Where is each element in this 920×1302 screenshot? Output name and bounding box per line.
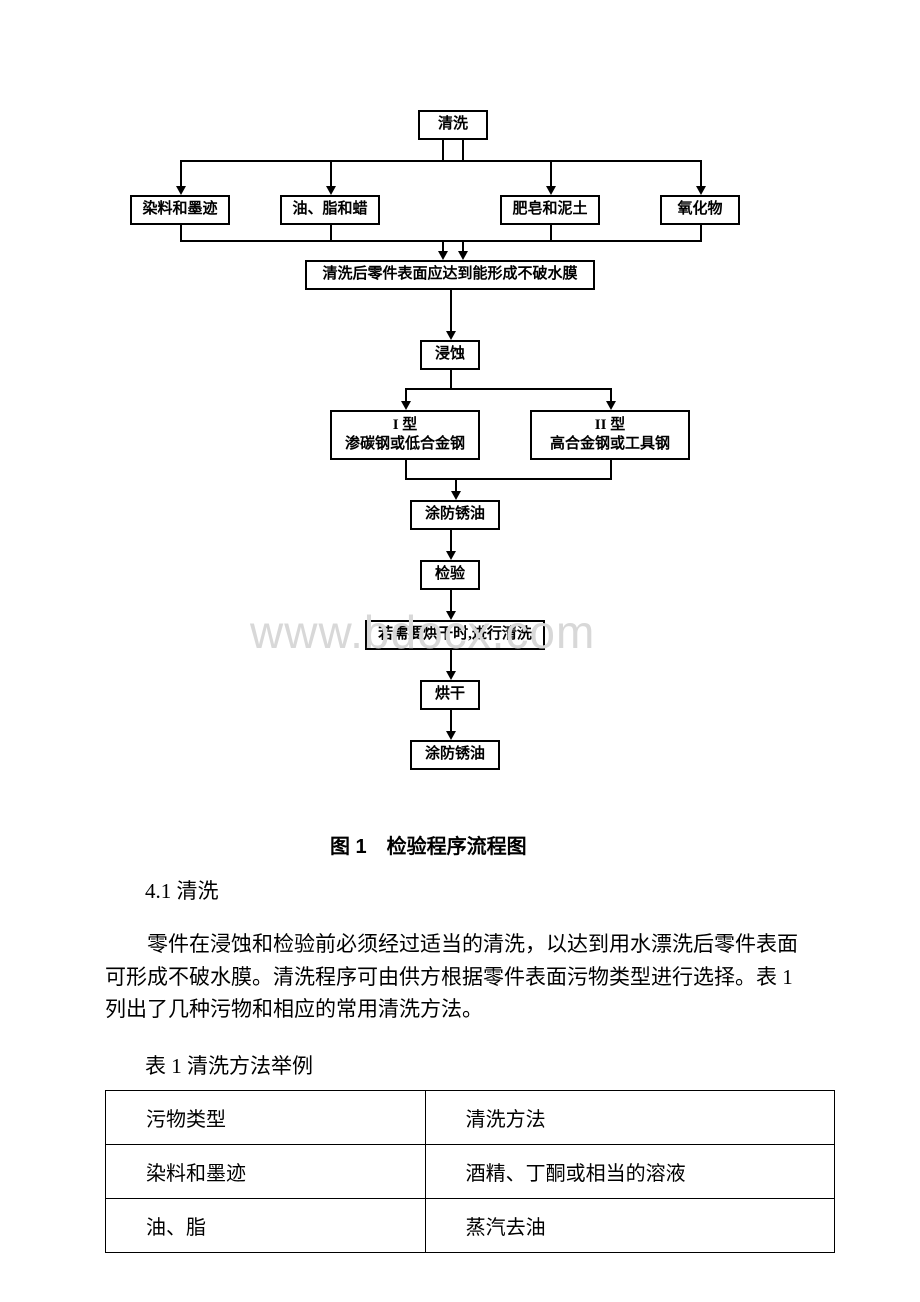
arrow-icon <box>401 401 411 410</box>
node-dry: 烘干 <box>420 680 480 710</box>
connector <box>450 710 452 733</box>
connector <box>450 290 452 333</box>
table-cell: 染料和墨迹 <box>106 1145 426 1199</box>
body-paragraph: 零件在浸蚀和检验前必须经过适当的清洗，以达到用水漂洗后零件表面可形成不破水膜。清… <box>105 928 815 1026</box>
node-type2-line1: II 型 <box>550 416 670 436</box>
connector <box>180 160 700 162</box>
connector <box>462 140 464 160</box>
node-type2-line2: 高合金钢或工具钢 <box>550 435 670 455</box>
node-type2: II 型 高合金钢或工具钢 <box>530 410 690 460</box>
node-type1-line2: 渗碳钢或低合金钢 <box>345 435 465 455</box>
connector <box>700 160 702 188</box>
table-cell: 蒸汽去油 <box>425 1199 834 1253</box>
arrow-icon <box>446 671 456 680</box>
table-header-cell: 污物类型 <box>106 1091 426 1145</box>
node-type1: I 型 渗碳钢或低合金钢 <box>330 410 480 460</box>
connector <box>442 140 444 160</box>
node-rustoil-2: 涂防锈油 <box>410 740 500 770</box>
arrow-icon <box>446 551 456 560</box>
table-cell: 酒精、丁酮或相当的溶液 <box>425 1145 834 1199</box>
arrow-icon <box>451 491 461 500</box>
connector <box>180 160 182 188</box>
node-oxide: 氧化物 <box>660 195 740 225</box>
figure-caption: 图 1 检验程序流程图 <box>330 830 527 859</box>
arrow-icon <box>176 186 186 195</box>
arrow-icon <box>606 401 616 410</box>
connector <box>610 460 612 478</box>
node-waterbreak: 清洗后零件表面应达到能形成不破水膜 <box>305 260 595 290</box>
cleaning-methods-table: 污物类型 清洗方法 染料和墨迹 酒精、丁酮或相当的溶液 油、脂 蒸汽去油 <box>105 1090 835 1253</box>
arrow-icon <box>446 331 456 340</box>
node-rustoil-1: 涂防锈油 <box>410 500 500 530</box>
arrow-icon <box>458 251 468 260</box>
connector <box>405 478 612 480</box>
table-row: 染料和墨迹 酒精、丁酮或相当的溶液 <box>106 1145 835 1199</box>
arrow-icon <box>696 186 706 195</box>
node-dye-ink: 染料和墨迹 <box>130 195 230 225</box>
connector <box>550 160 552 188</box>
table-row: 油、脂 蒸汽去油 <box>106 1199 835 1253</box>
connector <box>180 240 702 242</box>
node-inspect: 检验 <box>420 560 480 590</box>
node-etch: 浸蚀 <box>420 340 480 370</box>
node-type1-line1: I 型 <box>345 416 465 436</box>
node-soap-dirt: 肥皂和泥土 <box>500 195 600 225</box>
node-clean: 清洗 <box>418 110 488 140</box>
arrow-icon <box>446 731 456 740</box>
watermark-text: www.bdocx.com <box>250 605 595 659</box>
node-oil-grease-wax: 油、脂和蜡 <box>280 195 380 225</box>
table-caption: 表 1 清洗方法举例 <box>145 1050 313 1080</box>
section-heading: 4.1 清洗 <box>145 875 219 905</box>
table-row: 污物类型 清洗方法 <box>106 1091 835 1145</box>
connector <box>405 388 612 390</box>
connector <box>330 160 332 188</box>
connector <box>405 460 407 478</box>
arrow-icon <box>438 251 448 260</box>
arrow-icon <box>326 186 336 195</box>
connector <box>450 530 452 553</box>
table-header-cell: 清洗方法 <box>425 1091 834 1145</box>
arrow-icon <box>546 186 556 195</box>
connector <box>450 370 452 388</box>
table-cell: 油、脂 <box>106 1199 426 1253</box>
flowchart: 清洗 染料和墨迹 油、脂和蜡 肥皂和泥土 氧化物 清洗后零件表面应达到能形成不破… <box>130 100 790 800</box>
